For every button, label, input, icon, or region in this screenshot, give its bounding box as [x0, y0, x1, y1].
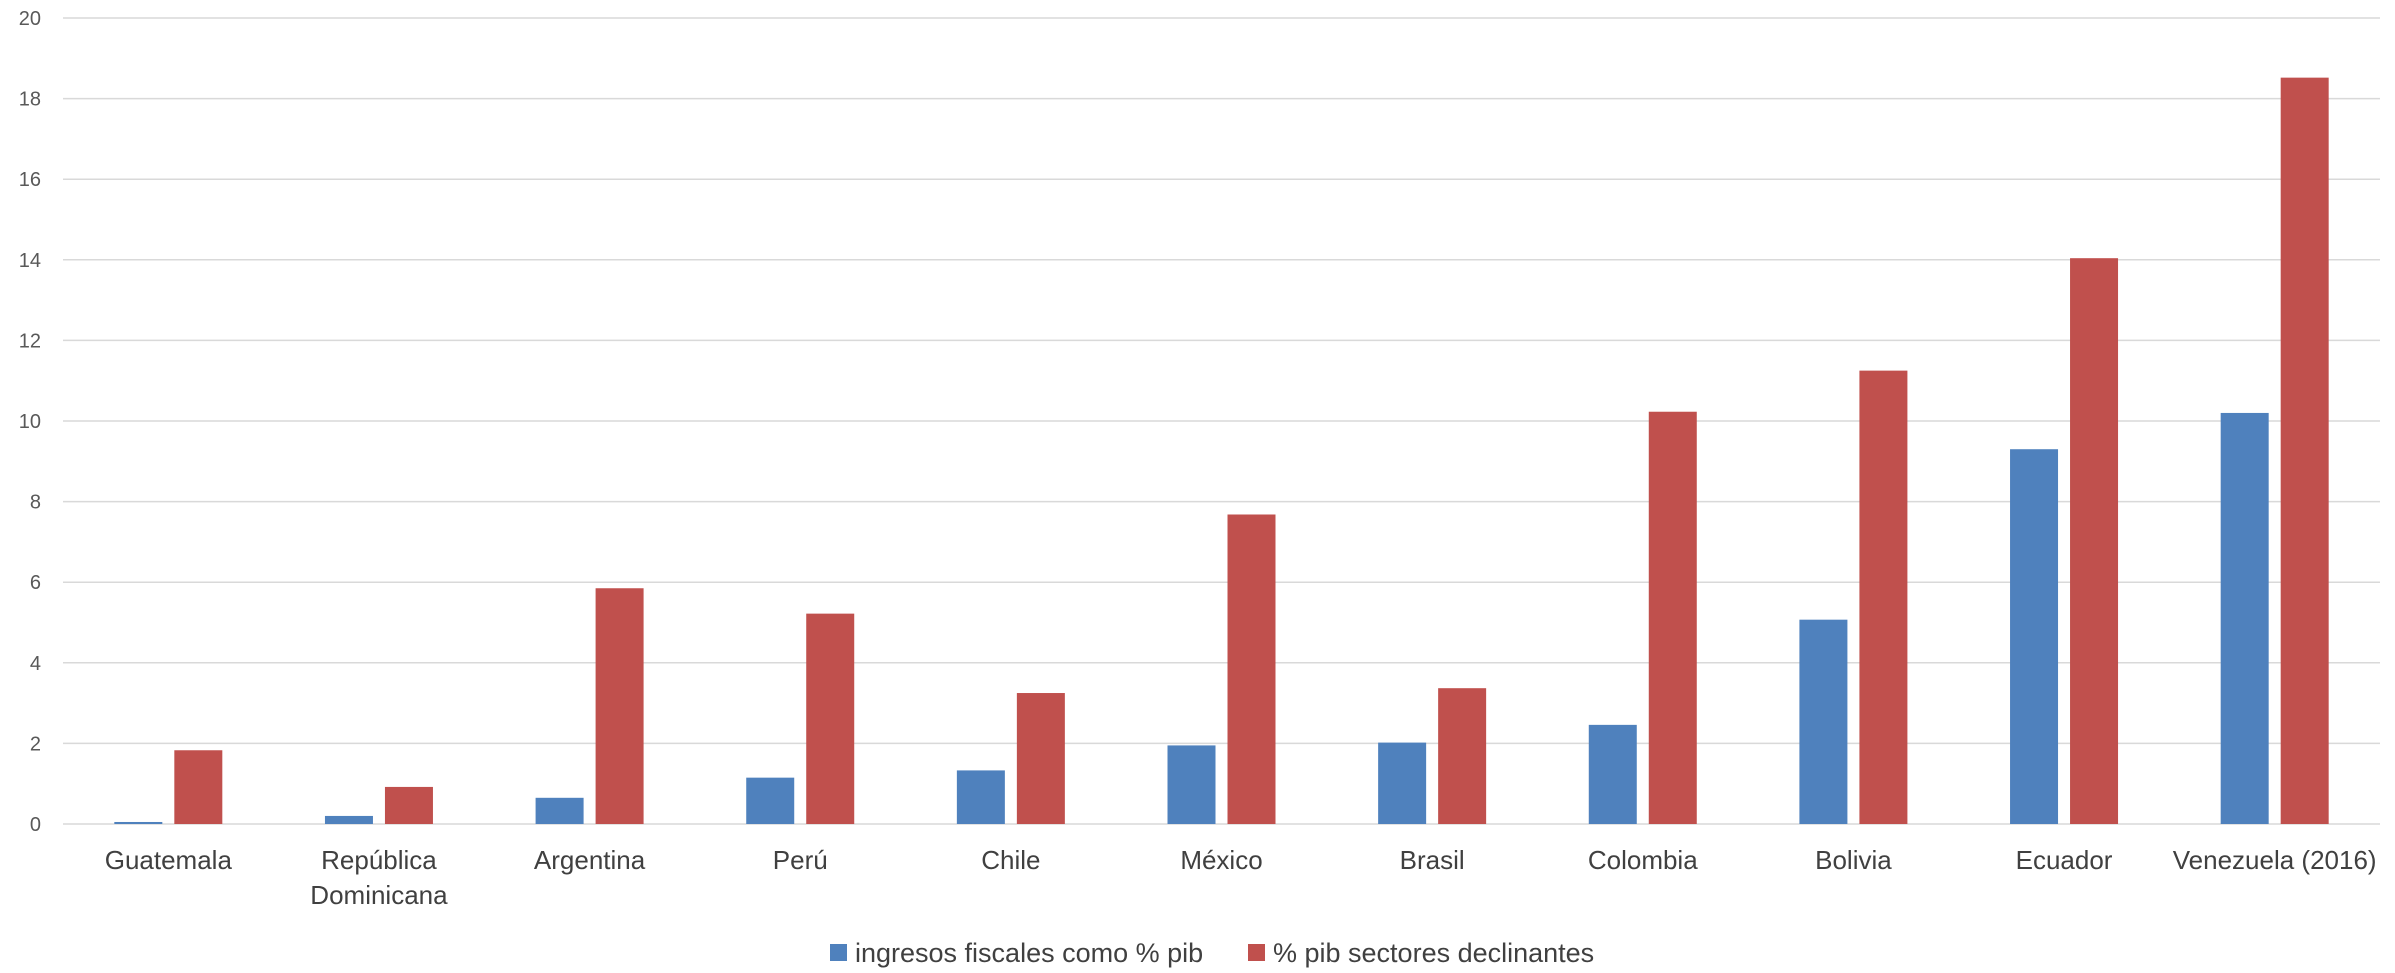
bar-ingresos-fiscales — [956, 770, 1005, 824]
y-tick-label: 14 — [19, 250, 41, 272]
legend-label: % pib sectores declinantes — [1273, 938, 1594, 968]
bar-ingresos-fiscales — [535, 797, 584, 824]
bar-pib-sectores-declinantes — [2070, 258, 2119, 824]
legend-swatch — [1248, 944, 1265, 961]
x-tick-label: México — [1180, 845, 1262, 875]
gridlines — [63, 17, 2380, 825]
bar-ingresos-fiscales — [746, 777, 795, 824]
legend: ingresos fiscales como % pib % pib sector… — [830, 938, 1594, 968]
y-tick-label: 16 — [19, 169, 41, 191]
y-tick-label: 8 — [30, 492, 41, 514]
x-tick-label: Chile — [981, 845, 1040, 875]
legend-swatch — [830, 944, 847, 961]
bar-ingresos-fiscales — [114, 821, 163, 824]
bar-ingresos-fiscales — [324, 815, 373, 824]
x-axis-category-labels: Guatemala República Dominicana Argentina Per… — [105, 845, 2377, 910]
bar-pib-sectores-declinantes — [1648, 411, 1697, 824]
x-tick-label: Ecuador — [2016, 845, 2113, 875]
bar-pib-sectores-declinantes — [1016, 693, 1065, 824]
bar-pib-sectores-declinantes — [1438, 688, 1487, 824]
y-tick-label: 18 — [19, 89, 41, 111]
y-tick-label: 0 — [30, 814, 41, 836]
y-tick-label: 10 — [19, 411, 41, 433]
bar-ingresos-fiscales — [1378, 742, 1427, 824]
bar-ingresos-fiscales — [1799, 619, 1848, 824]
x-tick-label: República Dominicana — [310, 845, 448, 910]
bar-ingresos-fiscales — [2220, 412, 2269, 824]
y-tick-label: 2 — [30, 733, 41, 755]
bar-pib-sectores-declinantes — [384, 786, 433, 824]
x-tick-label: Perú — [773, 845, 828, 875]
bar-pib-sectores-declinantes — [2280, 77, 2329, 825]
bar-pib-sectores-declinantes — [595, 588, 644, 824]
bar-pib-sectores-declinantes — [1227, 514, 1276, 824]
bar-pib-sectores-declinantes — [1859, 370, 1908, 824]
bars — [114, 77, 2329, 825]
x-tick-label: Bolivia — [1815, 845, 1892, 875]
x-tick-label: Colombia — [1588, 845, 1698, 875]
bar-ingresos-fiscales — [1167, 745, 1216, 824]
y-tick-label: 20 — [19, 8, 41, 30]
y-tick-label: 6 — [30, 572, 41, 594]
y-tick-label: 4 — [30, 653, 41, 675]
legend-label: ingresos fiscales como % pib — [855, 938, 1203, 968]
bar-pib-sectores-declinantes — [806, 613, 855, 824]
x-tick-label: Venezuela (2016) — [2173, 845, 2377, 875]
bar-ingresos-fiscales — [2010, 449, 2059, 824]
y-axis-tick-labels: 0 2 4 6 8 10 12 14 16 18 20 — [19, 8, 41, 836]
x-tick-label: Brasil — [1400, 845, 1465, 875]
y-tick-label: 12 — [19, 330, 41, 352]
x-tick-label: Argentina — [534, 845, 646, 875]
bar-pib-sectores-declinantes — [174, 750, 223, 824]
x-tick-label: Guatemala — [105, 845, 233, 875]
bar-ingresos-fiscales — [1588, 724, 1637, 824]
